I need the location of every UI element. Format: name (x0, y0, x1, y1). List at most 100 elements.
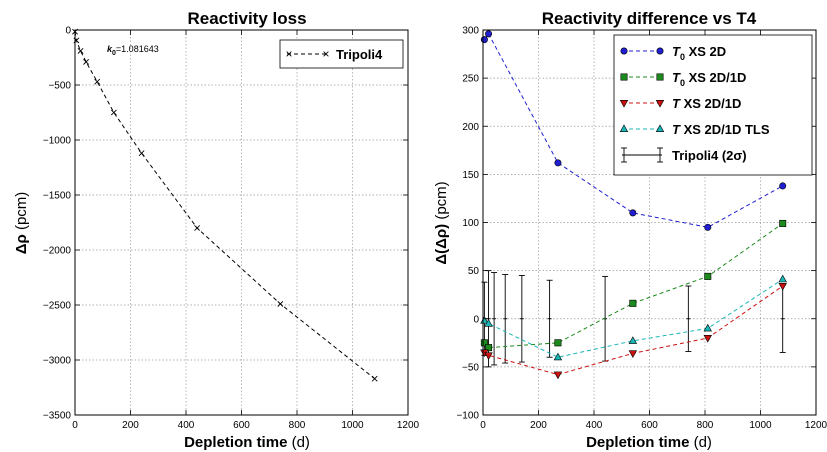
legend-marker-t-xs-2d1d (655, 100, 665, 108)
left-xtick-label: 0 (72, 420, 78, 431)
left-xtick-label: 400 (178, 420, 195, 431)
right-xtick-label: 0 (480, 420, 486, 431)
left-ytick-label: 0 (65, 26, 71, 37)
t0-xs-2d-point (779, 182, 787, 190)
left-ticks: 0 200 400 600 800 1000 1200 −3500 −3000 −2500 −200… (43, 26, 420, 432)
tripoli4-point (277, 300, 284, 307)
right-ytick-label: 0 (473, 314, 479, 325)
tripoli4-errorbar (685, 285, 692, 352)
right-xtick-label: 800 (697, 420, 714, 431)
right-ytick-label: 100 (462, 218, 479, 229)
t-xs-2d1d-point (628, 350, 638, 359)
t-xs-2d1d-point (703, 334, 712, 343)
t-xs-2d1d-point (778, 283, 787, 291)
left-xtick-label: 600 (233, 420, 250, 431)
t0-xs-2d1d-point (704, 272, 712, 280)
t-xs-2d1d-tls-line (484, 278, 783, 358)
t0-xs-2d-point (480, 36, 488, 44)
right-title: Reactivity difference vs T4 (542, 9, 757, 28)
right-ytick-label: 250 (462, 74, 479, 85)
t-xs-2d1d-tls-point (703, 323, 712, 332)
t0-xs-2d1d-point (554, 339, 562, 347)
t-xs-2d1d-point (553, 371, 563, 380)
left-title: Reactivity loss (187, 9, 306, 28)
t0-xs-2d-point (554, 159, 562, 167)
left-xlabel: Depletion time (d) (184, 434, 310, 451)
t0-xs-2d-point (485, 30, 493, 38)
left-ylabel: Δρ (pcm) (13, 192, 30, 255)
right-ylabel: Δ(Δρ) (pcm) (433, 181, 450, 264)
left-ytick-label: −2500 (43, 301, 72, 312)
right-ticks: 0 200 400 600 800 1000 1200 −100 −50 0 50 100 150 200… (456, 26, 827, 432)
left-xtick-label: 1000 (341, 420, 364, 431)
t0-xs-2d1d-point (480, 339, 488, 347)
tripoli4-point (83, 58, 90, 65)
right-ytick-label: 50 (468, 266, 480, 277)
left-ytick-label: −1000 (43, 136, 72, 147)
left-xtick-label: 800 (289, 420, 306, 431)
t0-xs-2d1d-point (629, 299, 637, 307)
left-legend-marker-2: × (322, 47, 329, 61)
t-xs-2d1d-tls-point (553, 352, 563, 361)
tripoli4-errorbar (518, 274, 525, 363)
right-ytick-label: 300 (462, 26, 479, 37)
legend-label-t0-xs-2d1d: T0 XS 2D/1D (672, 70, 746, 88)
legend-marker-t0-xs-2d (620, 47, 628, 55)
tripoli4-point (110, 109, 117, 116)
t0-xs-2d-point (704, 223, 712, 231)
left-legend: × × Tripoli4 (279, 39, 404, 69)
legend-errorbar-sample (621, 147, 663, 163)
t0-xs-2d1d-line (484, 223, 783, 349)
right-ytick-label: −100 (456, 411, 479, 422)
t0-xs-2d-point (629, 209, 637, 217)
right-xlabel: Depletion time (d) (586, 434, 712, 451)
right-legend-box (613, 34, 813, 176)
t-xs-2d1d-line (484, 285, 783, 376)
t-xs-2d1d-tls-point (484, 318, 493, 327)
left-ytick-label: −500 (48, 81, 71, 92)
legend-label-t-xs-2d1d-tls: T XS 2D/1D TLS (672, 122, 770, 137)
tripoli4-point (371, 375, 378, 382)
left-xtick-label: 1200 (397, 420, 420, 431)
left-series (72, 28, 378, 382)
right-ytick-label: −50 (462, 362, 479, 373)
left-ytick-label: −1500 (43, 191, 72, 202)
left-ytick-label: −2000 (43, 246, 72, 257)
tripoli4-errorbar (502, 274, 509, 364)
t-xs-2d1d-tls-point (778, 274, 787, 283)
t-xs-2d1d-tls-point (628, 336, 638, 344)
left-annotation: k0=1.081643 (107, 44, 159, 57)
right-series (480, 30, 787, 380)
t0-xs-2d-line (483, 32, 783, 228)
left-legend-label: Tripoli4 (336, 47, 383, 62)
right-ytick-label: 200 (462, 122, 479, 133)
legend-marker-t-xs-2d1d (619, 100, 629, 108)
tripoli4-errorbar (491, 272, 498, 366)
t0-xs-2d1d-point (779, 219, 787, 227)
tripoli4-point (94, 78, 101, 85)
right-xtick-label: 200 (530, 420, 547, 431)
right-xtick-label: 1000 (749, 420, 772, 431)
tripoli4-line (74, 31, 376, 380)
legend-marker-t0-xs-2d1d (620, 73, 628, 81)
legend-marker-t-xs-2d1d-tls (655, 124, 665, 132)
left-grid (74, 29, 409, 416)
left-panel: Reactivity loss 0 200 400 600 800 1000 1200 −35… (13, 9, 420, 451)
t0-xs-2d1d-point (485, 344, 493, 352)
left-xtick-label: 200 (122, 420, 139, 431)
t-xs-2d1d-point (484, 352, 493, 360)
tripoli4-point (194, 225, 201, 231)
legend-label-t-xs-2d1d: T XS 2D/1D (672, 96, 741, 111)
legend-marker-t0-xs-2d (656, 47, 664, 55)
legend-label-tripoli4-2sigma: Tripoli4 (2σ) (672, 148, 747, 163)
right-legend: T0 XS 2D T0 XS 2D/1D T XS 2D/1D T XS 2D/… (613, 34, 813, 176)
right-ytick-label: 150 (462, 170, 479, 181)
tripoli4-point (138, 150, 145, 157)
legend-label-t0-xs-2d: T0 XS 2D (672, 44, 726, 62)
tripoli4-point (77, 47, 84, 54)
right-xtick-label: 600 (641, 420, 658, 431)
right-xtick-label: 400 (586, 420, 603, 431)
left-legend-box (279, 39, 404, 69)
right-panel: Reactivity difference vs T4 0 200 400 600 80… (433, 9, 827, 451)
